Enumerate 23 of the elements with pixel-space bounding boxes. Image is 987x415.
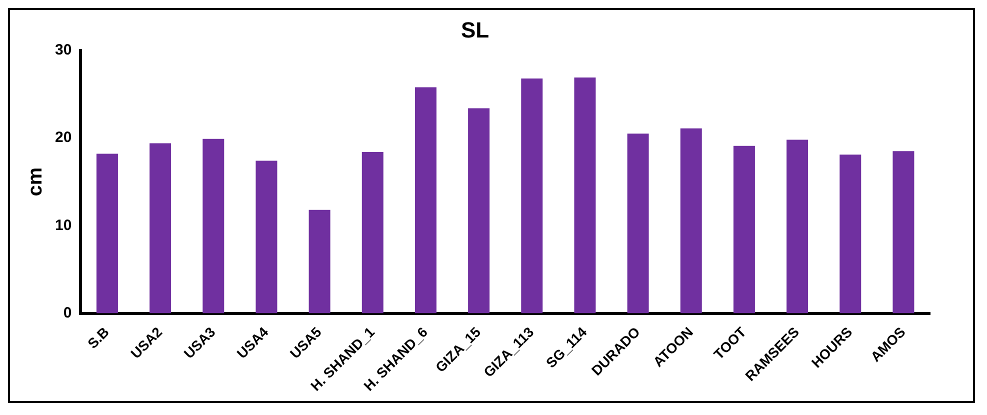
bar: [574, 78, 596, 314]
bar: [840, 154, 862, 314]
y-tick-label: 30: [54, 42, 72, 59]
bar: [680, 128, 702, 314]
chart-title: SL: [460, 17, 490, 42]
bar: [468, 108, 490, 314]
bar: [362, 152, 384, 314]
bar: [627, 134, 649, 314]
y-tick-label: 10: [54, 216, 72, 234]
bar: [308, 210, 330, 314]
bar: [256, 160, 278, 314]
bar: [150, 143, 172, 314]
bar: [202, 138, 224, 314]
bar: [96, 154, 118, 314]
x-tick-label: S.B: [84, 324, 112, 352]
bar: [414, 87, 436, 314]
y-axis-title: cm: [24, 167, 47, 196]
bar: [892, 151, 914, 314]
y-tick-label: 20: [54, 129, 72, 146]
bar: [521, 78, 543, 314]
bar: [786, 140, 808, 314]
y-tick-label: 0: [63, 304, 72, 322]
bar: [733, 146, 755, 314]
